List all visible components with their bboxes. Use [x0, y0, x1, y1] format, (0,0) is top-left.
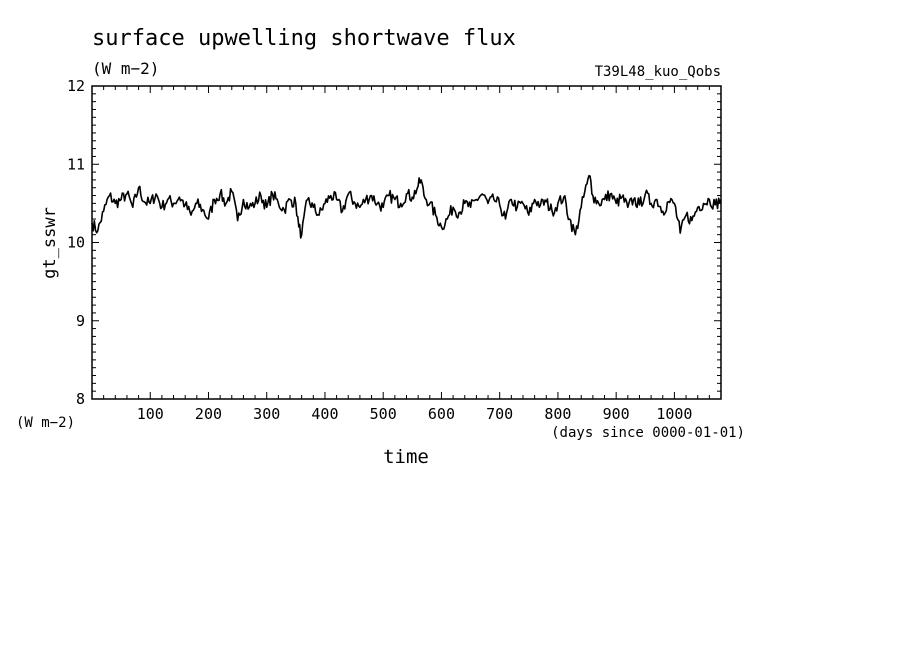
x-tick-label: 900	[603, 405, 630, 423]
title-units: (W m−2)	[92, 59, 159, 78]
x-tick-label: 300	[253, 405, 280, 423]
x-tick-label: 400	[311, 405, 338, 423]
y-tick-label: 9	[76, 312, 85, 330]
y-tick-labels: 8 9 10 11 12	[67, 77, 85, 408]
x-tick-label: 500	[370, 405, 397, 423]
x-tick-label: 600	[428, 405, 455, 423]
y-tick-label: 12	[67, 77, 85, 95]
plot-frame	[91, 85, 722, 400]
x-axis-label: time	[383, 446, 429, 468]
x-tick-label: 200	[195, 405, 222, 423]
x-tick-labels: 100 200 300 400 500 600 700 800 900 1000	[137, 405, 693, 423]
y-axis-label: gt_sswr	[40, 207, 60, 279]
series-line-0	[91, 174, 722, 239]
y-tick-label: 11	[67, 155, 85, 173]
y-tick-label: 10	[67, 234, 85, 252]
x-tick-label: 700	[486, 405, 513, 423]
series-group	[91, 174, 722, 239]
y-axis-units: (W m−2)	[16, 415, 75, 431]
x-tick-label: 800	[544, 405, 571, 423]
experiment-label: T39L48_kuo_Qobs	[595, 64, 721, 80]
axis-ticks	[92, 86, 721, 399]
x-tick-label: 1000	[656, 405, 692, 423]
y-tick-label: 8	[76, 390, 85, 408]
chart-title: surface upwelling shortwave flux	[92, 26, 516, 51]
x-axis-units: (days since 0000-01-01)	[551, 425, 745, 441]
x-tick-label: 100	[137, 405, 164, 423]
